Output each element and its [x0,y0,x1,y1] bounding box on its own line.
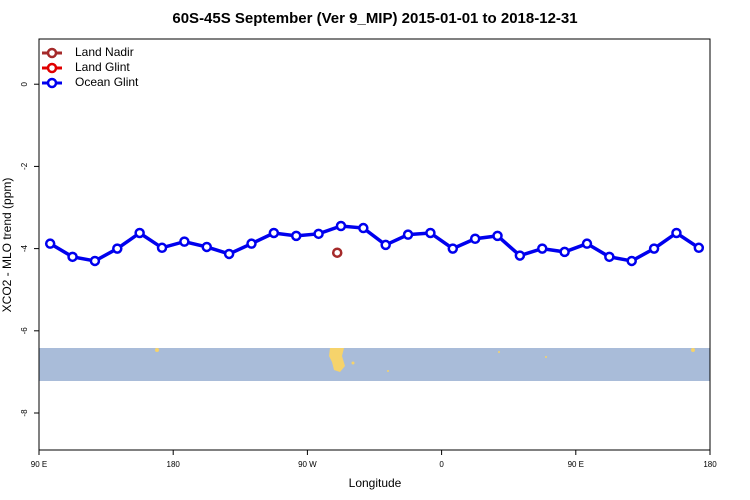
legend-marker [46,47,58,59]
data-point [134,227,145,239]
x-tick-label: 90 E [31,460,47,469]
data-point [626,255,637,267]
data-point [559,246,570,258]
x-tick-label: 90 E [568,460,584,469]
data-point [201,241,212,253]
data-point [179,236,190,247]
y-axis-label: XCO2 - MLO trend (ppm) [0,178,14,313]
y-tick-label: -8 [20,409,29,417]
data-point [380,239,391,251]
data-point [469,233,481,244]
data-point [671,227,682,239]
x-tick-label: 0 [439,460,444,469]
chart-title: 60S-45S September (Ver 9_MIP) 2015-01-01… [172,10,577,27]
data-point [290,230,302,242]
y-tick-label: 0 [20,81,29,86]
data-point [581,238,593,249]
data-point [693,242,705,254]
plot-frame [38,38,711,451]
data-point [514,250,526,261]
data-point [447,243,459,254]
data-point [402,229,414,240]
y-tick-label: -2 [20,162,29,170]
series-line [49,224,700,263]
legend-label: Land Nadir [75,45,134,59]
y-tick-label: -4 [20,245,29,253]
data-point [331,247,343,258]
data-point [89,255,101,267]
data-point [648,243,660,254]
map-land [155,348,695,372]
data-point [44,238,56,249]
data-point [156,242,168,254]
legend-label: Land Glint [75,60,130,74]
map-ocean-strip [39,348,710,381]
data-point [604,251,615,263]
x-tick-label: 180 [167,460,181,469]
legend-label: Ocean Glint [75,75,139,89]
legend-marker [46,77,58,89]
y-tick-label: -6 [20,327,29,335]
data-point [268,227,280,239]
data-point [246,238,257,249]
data-point [112,243,123,254]
data-point [223,248,235,260]
data-point [537,243,548,254]
x-axis-label: Longitude [349,476,402,490]
data-point [358,222,369,234]
data-point [313,228,324,240]
x-tick-label: 90 W [298,460,317,469]
x-tick-label: 180 [703,460,717,469]
data-point [335,220,347,232]
data-point [425,227,436,239]
data-point [492,230,503,242]
legend-marker [46,62,58,74]
data-point [67,251,78,263]
